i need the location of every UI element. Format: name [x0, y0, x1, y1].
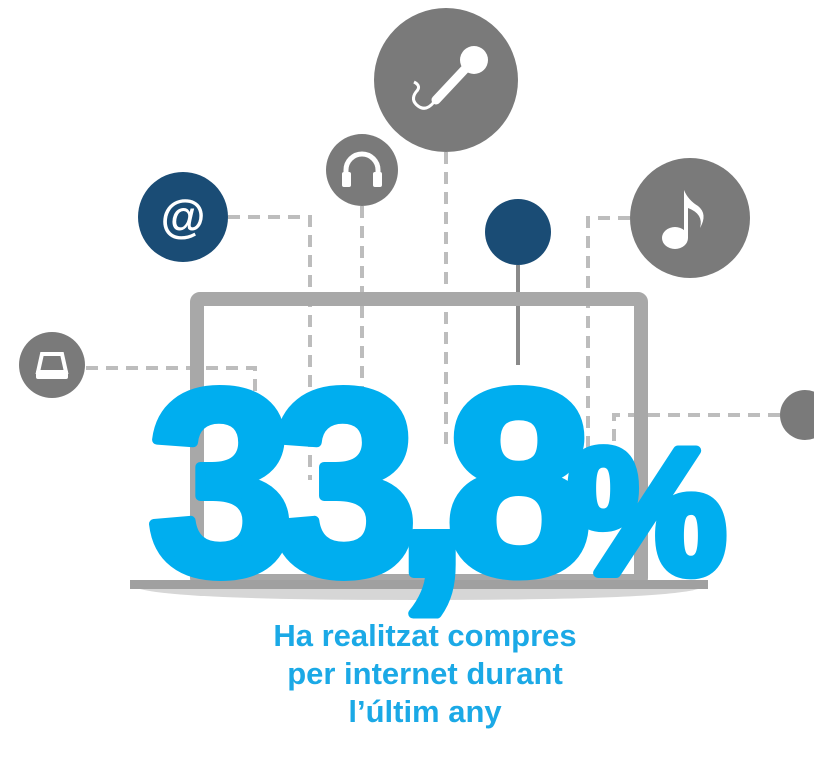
caption-line: Ha realitzat compres — [273, 618, 576, 653]
music-icon — [630, 158, 750, 278]
drive-icon — [19, 332, 85, 398]
stat-unit: % — [568, 412, 726, 611]
laptop — [130, 292, 708, 600]
headphones-icon — [326, 134, 398, 206]
stat-number: 33,8 — [148, 336, 585, 629]
edge-icon — [780, 390, 814, 440]
dot-icon — [485, 199, 551, 265]
caption-line: l’últim any — [348, 694, 502, 729]
email-icon: @ — [138, 172, 228, 262]
microphone-icon — [374, 8, 518, 152]
caption-line: per internet durant — [287, 656, 563, 691]
at-sign: @ — [161, 190, 206, 242]
